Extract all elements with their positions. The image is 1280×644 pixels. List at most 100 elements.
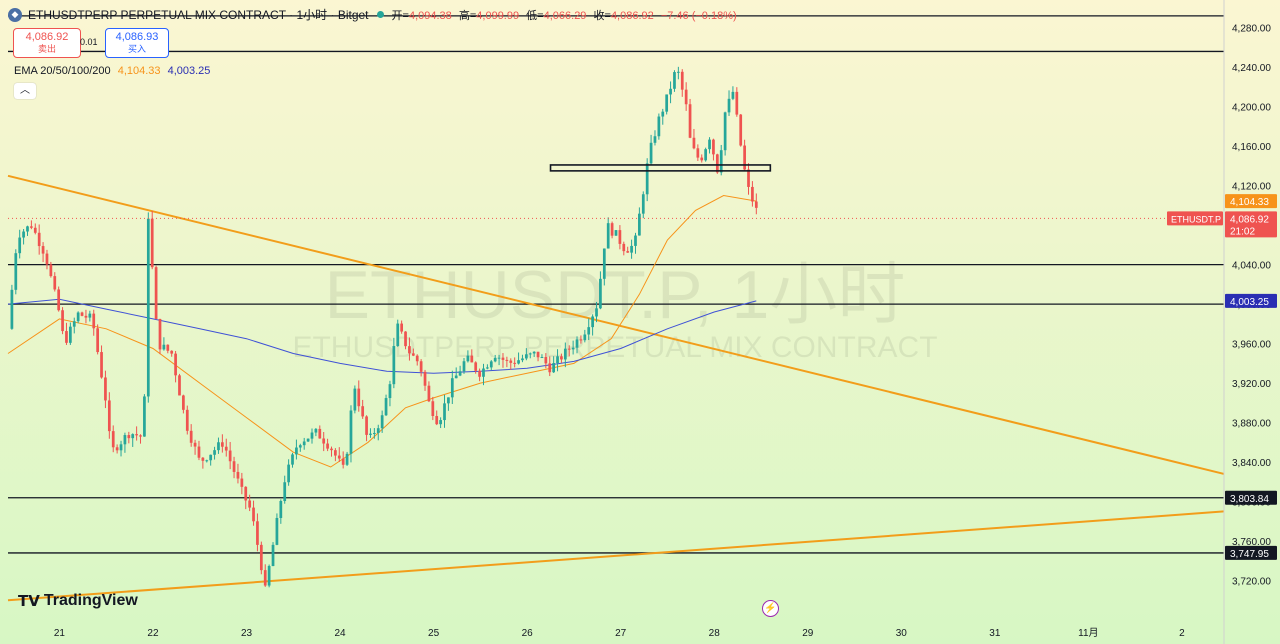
resistance-rectangle — [549, 164, 772, 172]
sell-button[interactable]: 4,086.92 卖出 — [13, 28, 81, 58]
x-tick-label-10: 31 — [989, 628, 1001, 639]
ema-legend[interactable]: EMA 20/50/100/200 4,104.33 4,003.25 — [14, 65, 210, 77]
candle-body-77 — [310, 432, 314, 439]
level-price-tag-5: 3,747.95 — [1230, 549, 1269, 560]
level-price-tag-4: 3,803.84 — [1230, 494, 1269, 505]
candle-body-61 — [248, 500, 252, 508]
candle-body-26 — [111, 431, 115, 448]
y-tick-label-12: 4,200.00 — [1232, 103, 1271, 114]
candle-body-132 — [524, 354, 528, 359]
candle-body-86 — [345, 453, 349, 465]
candle-body-100 — [400, 323, 404, 332]
candle-body-36 — [150, 218, 154, 268]
lightning-icon[interactable]: ⚡ — [762, 600, 779, 617]
x-tick-label-3: 24 — [334, 628, 346, 639]
candle-body-139 — [552, 363, 556, 373]
candle-body-68 — [275, 517, 279, 545]
candle-body-110 — [439, 420, 442, 425]
candle-body-87 — [349, 410, 353, 454]
level-price-tag-4-bg — [1225, 490, 1277, 505]
candle-body-163 — [645, 163, 649, 195]
candle-body-84 — [337, 455, 341, 459]
candle-body-149 — [591, 316, 594, 328]
last-price-tag-bg — [1225, 211, 1277, 238]
x-tick-label-8: 29 — [802, 628, 814, 639]
candle-body-34 — [143, 396, 146, 437]
candle-body-23 — [100, 352, 103, 378]
candle-body-16 — [72, 321, 76, 327]
x-tick-label-5: 26 — [522, 628, 534, 639]
candle-body-20 — [88, 313, 92, 318]
candle-body-167 — [661, 111, 665, 117]
symbol-title[interactable]: ETHUSDTPERP PERPETUAL MIX CONTRACT · 1小时… — [28, 8, 369, 22]
candle-body-90 — [361, 406, 365, 417]
x-tick-label-9: 30 — [896, 628, 908, 639]
candle-body-45 — [185, 409, 189, 431]
candle-body-83 — [334, 450, 337, 456]
candle-body-185 — [731, 91, 735, 99]
candle-body-9 — [45, 253, 49, 265]
y-tick-label-4: 3,880.00 — [1232, 419, 1271, 430]
candle-body-150 — [595, 308, 598, 317]
candles — [10, 66, 758, 588]
horizontal-levels[interactable] — [8, 15, 1224, 554]
candle-body-113 — [450, 378, 454, 398]
candle-body-142 — [563, 348, 567, 360]
y-tick-label-11: 4,160.00 — [1232, 142, 1271, 153]
candle-body-151 — [599, 278, 602, 309]
candle-body-39 — [162, 344, 166, 350]
y-tick-label-0: 3,720.00 — [1232, 577, 1271, 588]
candle-body-105 — [419, 361, 423, 372]
candle-body-14 — [65, 331, 68, 343]
candle-body-131 — [521, 358, 524, 361]
buy-button[interactable]: 4,086.93 买入 — [105, 28, 169, 58]
candle-body-15 — [68, 326, 72, 343]
candle-body-156 — [618, 230, 622, 244]
candle-body-166 — [657, 116, 661, 137]
candle-body-65 — [263, 570, 267, 586]
candle-body-114 — [454, 375, 458, 379]
candle-body-126 — [501, 357, 505, 360]
ema-orange-price-tag-bg — [1225, 194, 1277, 209]
candle-body-140 — [556, 356, 559, 364]
candle-body-52 — [213, 450, 216, 455]
candle-body-28 — [119, 444, 123, 451]
candle-body-178 — [704, 149, 708, 161]
candle-body-147 — [583, 334, 587, 341]
collapse-legend-button[interactable]: ︿ — [14, 83, 36, 99]
candle-body-75 — [302, 441, 306, 446]
candle-body-13 — [61, 310, 64, 332]
candle-body-50 — [205, 460, 209, 462]
candle-body-97 — [388, 384, 392, 399]
ema-value-orange: 4,104.33 — [117, 65, 161, 77]
y-tick-label-10: 4,120.00 — [1232, 182, 1271, 193]
candle-body-116 — [462, 361, 466, 372]
candle-body-102 — [408, 346, 411, 354]
candle-body-76 — [306, 438, 310, 442]
candle-body-78 — [314, 428, 318, 433]
candle-body-165 — [653, 136, 657, 143]
candle-body-55 — [224, 446, 228, 451]
x-tick-label-12: 2 — [1179, 628, 1185, 639]
candle-body-91 — [365, 416, 368, 435]
level-price-tag-5-bg — [1225, 545, 1277, 560]
time-axis[interactable]: 21 22 23 24 25 26 27 28 29 30 31 11月 2 — [54, 627, 1185, 639]
candle-body-27 — [115, 447, 119, 451]
candle-body-133 — [528, 353, 532, 355]
candle-body-70 — [283, 482, 287, 501]
y-tick-label-1: 3,760.00 — [1232, 537, 1271, 548]
resistance-box[interactable] — [549, 164, 772, 172]
candle-body-37 — [154, 267, 158, 319]
ema-orange-price-tag: 4,104.33 — [1230, 197, 1269, 208]
trendlines[interactable] — [7, 174, 1225, 602]
buy-label: 买入 — [127, 44, 146, 54]
candle-body-138 — [548, 363, 552, 373]
candle-body-7 — [37, 232, 41, 247]
candle-body-38 — [158, 318, 162, 350]
candle-body-108 — [431, 401, 435, 416]
candle-body-25 — [107, 400, 111, 432]
candle-body-153 — [606, 223, 610, 249]
candle-body-171 — [676, 71, 680, 73]
watermark-symbol: ETHUSDT.P, 1小时 — [325, 257, 906, 333]
